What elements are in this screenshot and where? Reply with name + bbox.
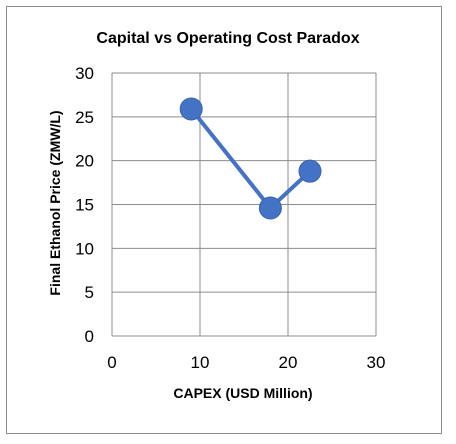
x-tick-label: 30	[367, 353, 386, 372]
y-tick-label: 15	[75, 196, 94, 215]
x-tick-label: 10	[191, 353, 210, 372]
y-tick-label: 20	[75, 152, 94, 171]
y-tick-label: 30	[75, 64, 94, 83]
y-tick-label: 10	[75, 239, 94, 258]
chart-ticks: 0 5 10 15 20 25 30 0 10 20 30	[75, 64, 385, 372]
y-tick-label: 5	[85, 283, 94, 302]
chart-series	[179, 97, 322, 220]
y-axis-title: Final Ethanol Price (ZMW/L)	[47, 110, 63, 295]
series-line	[189, 106, 312, 211]
x-axis-title: CAPEX (USD Million)	[173, 385, 312, 401]
y-tick-label: 25	[75, 108, 94, 127]
x-tick-label: 0	[107, 353, 116, 372]
data-point	[258, 196, 282, 220]
data-point	[179, 97, 203, 121]
chart-frame	[6, 6, 442, 434]
data-point	[298, 159, 322, 183]
chart-grid	[111, 72, 377, 337]
x-tick-label: 20	[279, 353, 298, 372]
y-tick-label: 0	[85, 327, 94, 346]
chart-title: Capital vs Operating Cost Paradox	[96, 30, 359, 47]
